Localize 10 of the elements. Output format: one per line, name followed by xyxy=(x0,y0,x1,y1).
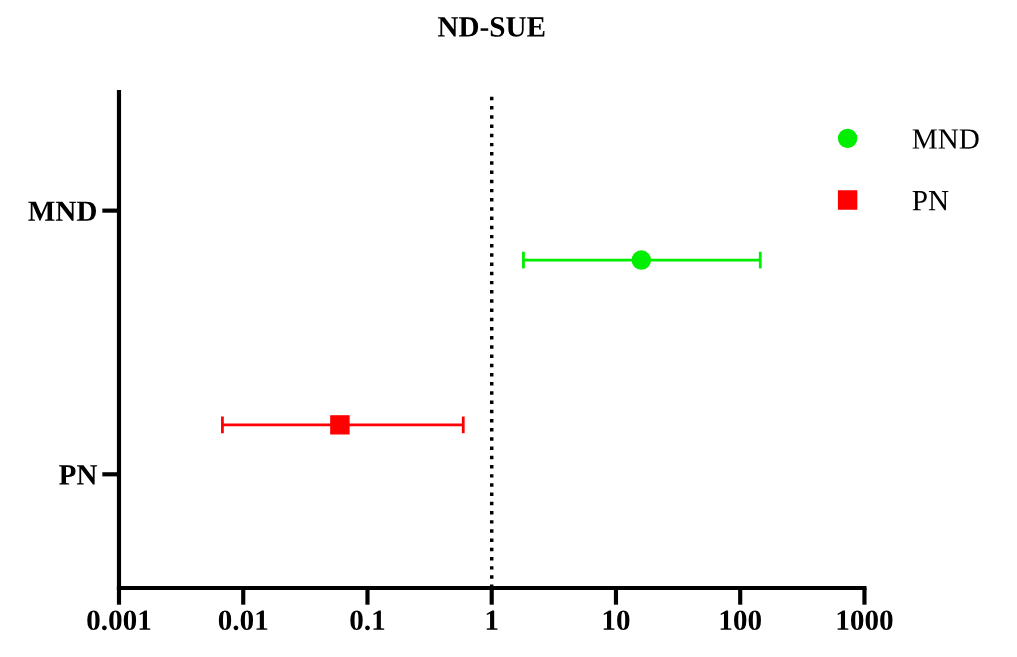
x-tick-label: 10 xyxy=(603,610,630,631)
x-tick-label: 1 xyxy=(486,610,498,630)
x-tick-label: 1000 xyxy=(837,610,893,631)
x-tick-label: 0.1 xyxy=(350,610,385,631)
x-tick-label: 100 xyxy=(720,610,761,631)
legend-label: PN xyxy=(912,191,949,211)
legend-label: MND xyxy=(912,129,979,149)
x-tick-label: 0.01 xyxy=(218,610,268,631)
chart-title: ND-SUE xyxy=(437,17,545,37)
x-tick-label: 0.001 xyxy=(87,610,151,631)
